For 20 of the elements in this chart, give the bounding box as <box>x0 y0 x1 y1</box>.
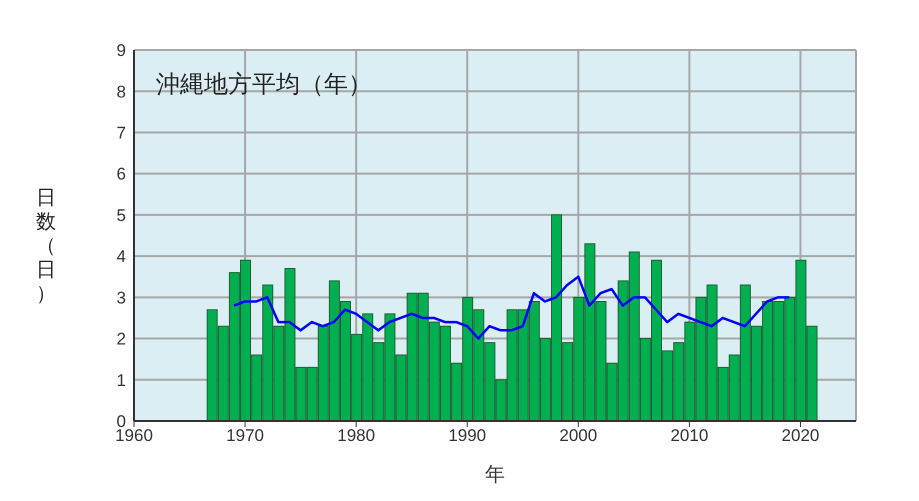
x-tick-label: 2020 <box>782 426 820 446</box>
y-tick-label: 8 <box>116 82 126 102</box>
y-axis-title: 日数（日） <box>35 186 57 306</box>
y-tick-label: 5 <box>116 206 126 225</box>
line-series <box>232 275 791 340</box>
text: 沖縄地方平均（年） <box>156 70 372 100</box>
x-tick-label: 1980 <box>337 426 376 446</box>
y-tick-label: 1 <box>116 370 126 390</box>
x-tick-label: 1970 <box>226 426 264 446</box>
y-tick-label: 7 <box>116 123 126 142</box>
x-tick-label: 1990 <box>448 426 486 446</box>
x-axis-title: 年 <box>485 464 505 486</box>
x-tick-label: 1960 <box>115 426 153 446</box>
x-tick-label: 2000 <box>559 426 598 446</box>
y-tick-label: 2 <box>116 330 126 349</box>
y-tick-label: 4 <box>116 247 126 266</box>
x-tick-label: 2010 <box>670 426 708 446</box>
y-tick-label: 6 <box>116 164 126 184</box>
y-tick-label: 9 <box>116 41 126 60</box>
y-tick-label: 3 <box>116 288 126 308</box>
